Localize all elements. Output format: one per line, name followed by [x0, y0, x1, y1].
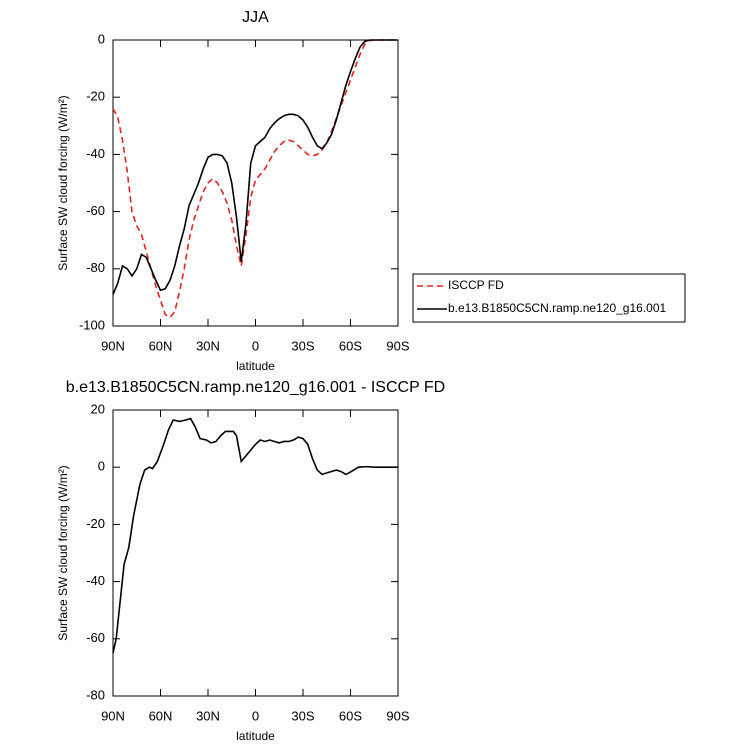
x-tick-label: 0	[252, 338, 259, 353]
y-tick-label: -40	[86, 146, 105, 161]
x-tick-label: 30N	[196, 708, 220, 723]
y-tick-label: 20	[91, 401, 105, 416]
y-tick-label: -80	[86, 687, 105, 702]
x-tick-label: 60S	[339, 338, 362, 353]
data-line	[112, 417, 398, 654]
plot-frame	[112, 409, 399, 697]
x-tick-label: 90N	[101, 338, 125, 353]
chart-title: b.e13.B1850C5CN.ramp.ne120_g16.001 - ISC…	[66, 379, 445, 396]
plot-frame	[112, 39, 399, 327]
x-tick-label: 60N	[149, 338, 173, 353]
x-tick-label: 30S	[291, 708, 314, 723]
x-tick-label: 90S	[386, 338, 409, 353]
data-line	[112, 39, 398, 319]
legend-box	[412, 273, 686, 323]
x-tick-label: 30S	[291, 338, 314, 353]
y-tick-label: -20	[86, 516, 105, 531]
y-axis-label: Surface SW cloud forcing (W/m²)	[56, 465, 70, 640]
x-tick-label: 90N	[101, 708, 125, 723]
x-axis-label: latitude	[236, 729, 275, 743]
x-axis-label: latitude	[236, 359, 275, 373]
legend-label: b.e13.B1850C5CN.ramp.ne120_g16.001	[448, 301, 666, 315]
y-tick-label: -60	[86, 630, 105, 645]
x-tick-label: 0	[252, 708, 259, 723]
x-tick-label: 90S	[386, 708, 409, 723]
y-tick-label: -40	[86, 573, 105, 588]
y-tick-label: -20	[86, 89, 105, 104]
y-axis-label: Surface SW cloud forcing (W/m²)	[56, 95, 70, 270]
y-tick-label: -60	[86, 203, 105, 218]
y-tick-label: -80	[86, 260, 105, 275]
x-tick-label: 60N	[149, 708, 173, 723]
x-tick-label: 30N	[196, 338, 220, 353]
data-line	[112, 39, 398, 295]
x-tick-label: 60S	[339, 708, 362, 723]
y-tick-label: 0	[98, 31, 105, 46]
y-tick-label: 0	[98, 459, 105, 474]
y-tick-label: -100	[79, 317, 105, 332]
chart-title: JJA	[242, 9, 269, 26]
legend-label: ISCCP FD	[448, 278, 504, 292]
